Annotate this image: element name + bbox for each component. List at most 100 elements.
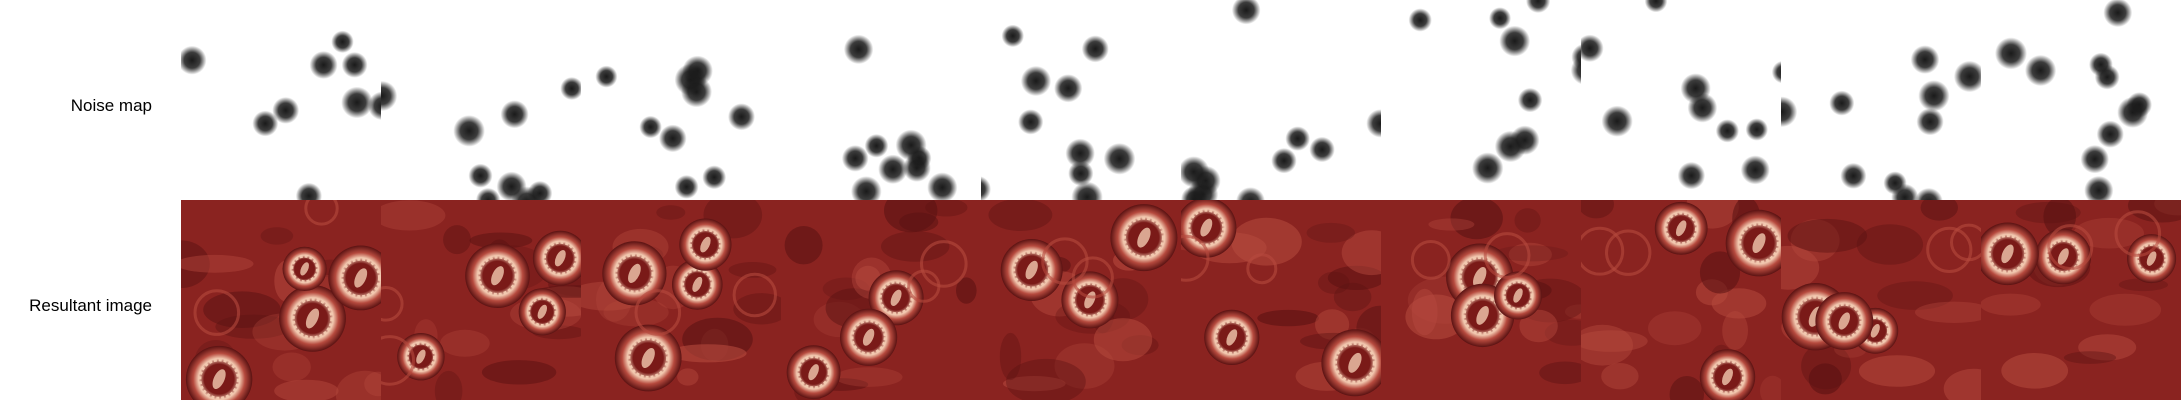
noise-blob bbox=[1687, 93, 1718, 123]
noise-blob bbox=[927, 172, 958, 200]
noise-map-label: Noise map bbox=[70, 96, 152, 115]
noise-blob bbox=[1883, 171, 1907, 195]
cell bbox=[1725, 209, 1781, 277]
cell bbox=[2035, 228, 2092, 285]
noise-blob bbox=[1918, 80, 1950, 112]
noise-blob bbox=[639, 115, 662, 139]
resultant-tile-2 bbox=[381, 200, 581, 400]
noise-blob bbox=[878, 154, 908, 184]
noise-blob bbox=[1065, 138, 1095, 168]
resultant-tile-3 bbox=[581, 200, 781, 400]
resultant-tile-5 bbox=[981, 200, 1181, 400]
noise-blob bbox=[595, 65, 618, 88]
noise-blob bbox=[475, 187, 501, 200]
cell bbox=[786, 345, 841, 400]
noise-tile-5 bbox=[981, 0, 1181, 200]
noise-blob bbox=[295, 182, 322, 200]
noise-blob bbox=[1309, 136, 1335, 163]
noise-blob bbox=[331, 30, 354, 53]
cell bbox=[1699, 349, 1756, 400]
cell bbox=[1061, 271, 1119, 329]
noise-tile-10 bbox=[1981, 0, 2181, 200]
noise-blob bbox=[903, 154, 931, 182]
noise-blob bbox=[1285, 126, 1310, 151]
noise-tile-7 bbox=[1381, 0, 1581, 200]
noise-blob bbox=[1494, 130, 1527, 163]
resultant-tile-1 bbox=[181, 200, 381, 400]
noise-blob bbox=[864, 134, 889, 158]
noise-blob bbox=[1840, 162, 1867, 189]
noise-blob bbox=[1236, 187, 1265, 200]
noise-blob bbox=[468, 163, 493, 188]
noise-blob bbox=[1601, 105, 1633, 137]
noise-blob bbox=[341, 86, 373, 119]
noise-map-row bbox=[181, 0, 2181, 200]
noise-blob bbox=[702, 165, 727, 190]
noise-blob bbox=[181, 45, 207, 75]
noise-blob bbox=[981, 176, 991, 200]
noise-blob bbox=[1953, 60, 1981, 93]
noise-blob bbox=[2096, 120, 2124, 148]
noise-blob bbox=[1526, 0, 1551, 13]
noise-blob bbox=[453, 115, 485, 147]
cell bbox=[532, 230, 581, 286]
noise-blob bbox=[341, 52, 368, 78]
noise-blob bbox=[2025, 54, 2057, 87]
cell bbox=[1981, 222, 2039, 286]
noise-tile-3 bbox=[581, 0, 781, 200]
resultant-tile-4 bbox=[781, 200, 981, 400]
noise-blob bbox=[1231, 0, 1261, 25]
noise-blob bbox=[496, 171, 527, 200]
noise-blob bbox=[843, 34, 874, 65]
cell bbox=[1000, 239, 1063, 301]
noise-tile-9 bbox=[1781, 0, 1981, 200]
noise-blob bbox=[1570, 56, 1581, 85]
noise-blob bbox=[1781, 96, 1798, 128]
noise-blob bbox=[1271, 148, 1297, 174]
noise-blob bbox=[1995, 37, 2027, 70]
noise-blob bbox=[659, 124, 687, 153]
noise-blob bbox=[2094, 64, 2120, 90]
noise-blob bbox=[1489, 7, 1511, 30]
noise-blob bbox=[1081, 35, 1109, 63]
noise-blob bbox=[2084, 175, 2114, 200]
noise-tile-6 bbox=[1181, 0, 1381, 200]
noise-blob bbox=[309, 51, 338, 79]
noise-blob bbox=[895, 129, 927, 161]
cell bbox=[282, 246, 327, 291]
noise-blob bbox=[728, 103, 755, 131]
resultant-tile-6 bbox=[1181, 200, 1381, 400]
noise-blob bbox=[252, 110, 279, 137]
resultant-tile-10 bbox=[1981, 200, 2181, 400]
noise-blob bbox=[681, 76, 712, 108]
noise-blob bbox=[1499, 25, 1531, 57]
noise-tile-8 bbox=[1581, 0, 1781, 200]
noise-blob bbox=[1181, 156, 1210, 188]
noise-blob bbox=[1740, 155, 1770, 185]
noise-blob bbox=[1517, 87, 1543, 113]
noise-blob bbox=[272, 97, 300, 124]
noise-blob bbox=[500, 100, 529, 129]
noise-blob bbox=[1103, 143, 1136, 175]
noise-blob bbox=[560, 77, 581, 100]
noise-blob bbox=[1020, 65, 1052, 97]
cell bbox=[1815, 292, 1874, 350]
resultant-tile-7 bbox=[1381, 200, 1581, 400]
noise-blob bbox=[1001, 24, 1024, 48]
noise-blob bbox=[1910, 45, 1940, 74]
noise-blob bbox=[1472, 152, 1504, 184]
cell bbox=[1204, 309, 1260, 365]
noise-blob bbox=[1771, 60, 1781, 84]
noise-blob bbox=[1366, 109, 1381, 138]
cell bbox=[672, 259, 723, 310]
noise-tile-4 bbox=[781, 0, 981, 200]
cell bbox=[279, 285, 346, 352]
noise-blob bbox=[674, 175, 699, 199]
cell bbox=[602, 241, 667, 306]
noise-blob bbox=[1677, 161, 1706, 190]
noise-blob bbox=[1581, 34, 1604, 62]
cell bbox=[1321, 329, 1381, 397]
resultant-image-row bbox=[181, 200, 2181, 400]
cell bbox=[1181, 200, 1237, 258]
